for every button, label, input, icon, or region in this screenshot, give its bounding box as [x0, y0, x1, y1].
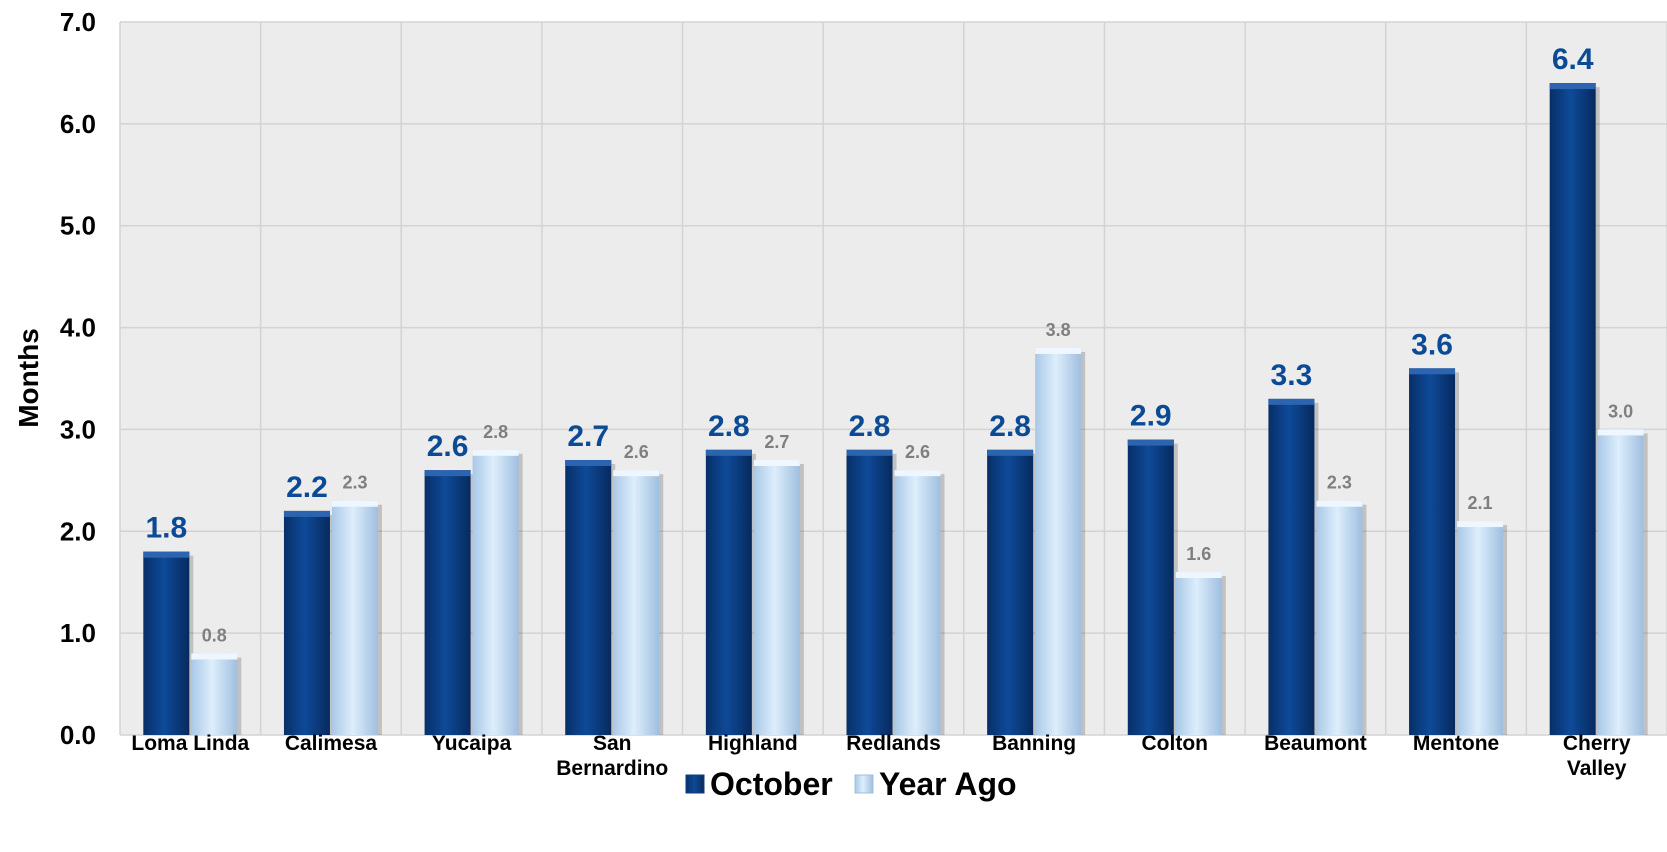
- y-tick-label: 5.0: [60, 211, 96, 241]
- bar-cap: [283, 510, 330, 517]
- bar-october: [1268, 398, 1315, 735]
- bar-october: [1409, 368, 1456, 735]
- x-category-label: Colton: [1142, 732, 1208, 755]
- bar-year-ago: [331, 500, 378, 735]
- bar-year-ago: [894, 470, 941, 735]
- y-tick-label: 0.0: [60, 720, 96, 750]
- bar-october: [283, 510, 330, 735]
- data-label-october: 2.9: [1130, 400, 1172, 433]
- data-label-year-ago: 2.6: [905, 442, 930, 462]
- bar-cap: [191, 653, 238, 660]
- x-category-label: San Bernardino: [556, 732, 668, 780]
- data-label-year-ago: 3.0: [1608, 401, 1633, 421]
- bar-series: [143, 83, 1648, 736]
- x-category-label: Beaumont: [1264, 732, 1367, 755]
- bar-cap: [613, 470, 660, 477]
- y-tick-label: 3.0: [60, 414, 96, 444]
- x-category-label: Mentone: [1413, 732, 1499, 755]
- bar-year-ago: [472, 449, 519, 735]
- legend: October Year Ago: [685, 766, 1017, 802]
- bar-cap: [1175, 572, 1222, 579]
- bar-october: [565, 459, 612, 735]
- bar-year-ago: [613, 470, 660, 735]
- y-tick-label: 1.0: [60, 618, 96, 648]
- data-label-year-ago: 0.8: [202, 626, 227, 646]
- data-label-october: 2.2: [286, 471, 328, 504]
- bar-cap: [472, 449, 519, 456]
- bar-cap: [1597, 429, 1644, 436]
- bar-cap: [705, 449, 752, 456]
- data-label-october: 6.4: [1552, 43, 1594, 76]
- x-category-label: Calimesa: [285, 732, 378, 755]
- data-label-year-ago: 1.6: [1186, 544, 1211, 564]
- x-category-label: Cherry Valley: [1563, 732, 1631, 780]
- bar-cap: [331, 500, 378, 507]
- data-label-october: 2.6: [427, 430, 469, 463]
- bar-october: [1127, 439, 1174, 735]
- bar-cap: [1409, 368, 1456, 375]
- y-axis-ticks: 0.0 1.0 2.0 3.0 4.0 5.0 6.0 7.0: [60, 7, 96, 750]
- data-label-year-ago: 2.3: [1327, 473, 1352, 493]
- bar-cap: [143, 551, 190, 558]
- data-label-year-ago: 2.1: [1468, 493, 1493, 513]
- x-category-label: Highland: [708, 732, 798, 755]
- data-label-year-ago: 2.3: [342, 473, 367, 493]
- bar-cap: [1457, 521, 1504, 528]
- legend-label-october: October: [710, 766, 833, 802]
- bar-october: [424, 470, 471, 735]
- x-category-label: Yucaipa: [432, 732, 512, 755]
- bar-year-ago: [1175, 572, 1222, 735]
- bar-october: [705, 449, 752, 735]
- legend-swatch-october: [685, 774, 705, 794]
- y-tick-label: 4.0: [60, 313, 96, 343]
- data-labels: 1.8 2.2 2.6 2.7 2.8 2.8 2.8 2.9 3.3 3.6 6.4 0.8 2.3 2…: [145, 43, 1633, 645]
- bar-cap: [1268, 398, 1315, 405]
- bar-year-ago: [1316, 500, 1363, 735]
- y-axis-label: Months: [13, 328, 44, 428]
- bar-cap: [1316, 500, 1363, 507]
- bar-october: [987, 449, 1034, 735]
- data-label-october: 2.7: [567, 420, 609, 453]
- x-category-label: Loma Linda: [131, 732, 249, 755]
- bar-october: [1549, 83, 1596, 736]
- bar-cap: [1127, 439, 1174, 446]
- data-label-october: 2.8: [708, 410, 750, 443]
- bar-cap: [894, 470, 941, 477]
- bar-year-ago: [1457, 521, 1504, 735]
- data-label-october: 2.8: [989, 410, 1031, 443]
- x-category-label: Banning: [992, 732, 1076, 755]
- data-label-october: 3.3: [1271, 359, 1313, 392]
- legend-label-year-ago: Year Ago: [879, 766, 1017, 802]
- bar-year-ago: [753, 459, 800, 735]
- bar-year-ago: [191, 653, 238, 735]
- x-axis-categories: Loma Linda Calimesa Yucaipa San Bernardino Hi…: [131, 732, 1630, 780]
- data-label-october: 1.8: [145, 512, 187, 545]
- y-tick-label: 7.0: [60, 7, 96, 37]
- bar-october: [846, 449, 893, 735]
- bar-cap: [753, 459, 800, 466]
- data-label-october: 2.8: [849, 410, 891, 443]
- bar-cap: [1035, 347, 1082, 354]
- bar-cap: [846, 449, 893, 456]
- data-label-year-ago: 2.8: [483, 422, 508, 442]
- data-label-october: 3.6: [1411, 328, 1453, 361]
- bar-year-ago: [1035, 347, 1082, 735]
- bar-cap: [424, 470, 471, 477]
- legend-swatch-year-ago: [854, 774, 874, 794]
- bar-year-ago: [1597, 429, 1644, 735]
- data-label-year-ago: 2.7: [764, 432, 789, 452]
- data-label-year-ago: 2.6: [624, 442, 649, 462]
- bar-cap: [987, 449, 1034, 456]
- bar-cap: [565, 459, 612, 466]
- x-category-label: Redlands: [846, 732, 941, 755]
- y-tick-label: 2.0: [60, 516, 96, 546]
- bar-october: [143, 551, 190, 735]
- y-tick-label: 6.0: [60, 109, 96, 139]
- data-label-year-ago: 3.8: [1046, 320, 1071, 340]
- bar-cap: [1549, 83, 1596, 90]
